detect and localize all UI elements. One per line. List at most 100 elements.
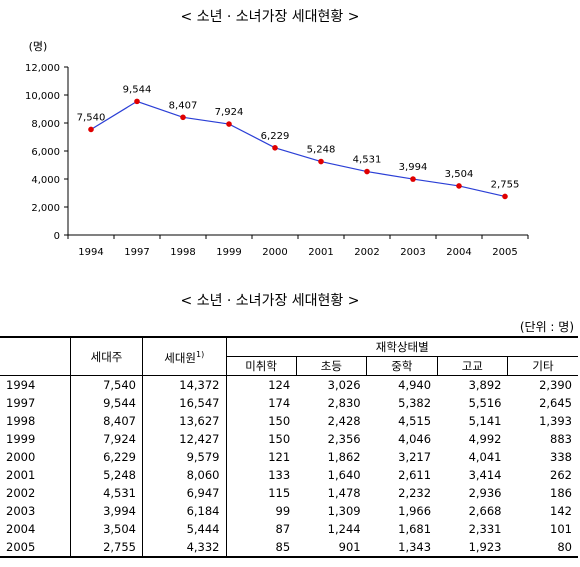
row-year-cell: 2003	[6, 504, 36, 518]
data-label: 4,531	[353, 155, 382, 166]
school-status-subheader: 중학	[366, 356, 438, 376]
row-year-cell: 1997	[6, 396, 36, 410]
table-row: 1999 7,924 12,427 150 2,356 4,046 4,992 883	[0, 430, 578, 448]
row-year-cell: 1999	[6, 432, 36, 446]
table-cell: 1,640	[327, 468, 361, 482]
table-cell: 1,478	[327, 486, 361, 500]
table-cell: 5,141	[468, 414, 502, 428]
table-cell: 16,547	[142, 394, 226, 412]
row-year-cell: 2004	[6, 522, 36, 536]
data-point	[364, 168, 370, 175]
sub-header-row: 미취학 초등 중학 고교 기타	[0, 356, 578, 376]
table-cell: 7,924	[69, 430, 143, 448]
table-cell: 901	[296, 538, 367, 558]
table-cell: 2,428	[327, 414, 361, 428]
table-cell: 4,046	[398, 432, 432, 446]
data-point	[410, 176, 416, 182]
table-cell: 7,540	[69, 375, 143, 394]
table-cell: 2,331	[468, 522, 502, 536]
table-cell: 8,060	[142, 466, 226, 484]
x-tick-label: 1998	[170, 247, 195, 258]
table-cell: 4,992	[468, 432, 502, 446]
table-row: 2000 6,229 9,579 121 1,862 3,217 4,041 338	[0, 448, 578, 466]
data-label: 8,407	[169, 100, 198, 111]
table-cell: 6,229	[69, 448, 143, 466]
row-year-cell: 1998	[6, 414, 36, 428]
table-cell: 85	[225, 538, 297, 558]
y-axis-unit-label: (명)	[29, 40, 48, 53]
table-cell: 4,515	[398, 414, 432, 428]
table-row: 1994 7,540 14,372 124 3,026 4,940 3,892 2,390	[0, 375, 578, 394]
table-cell: 3,892	[468, 378, 502, 392]
table-cell: 4,041	[468, 450, 502, 464]
x-tick-label: 1999	[216, 247, 241, 258]
x-tick-label: 2001	[308, 247, 333, 258]
data-label: 7,540	[77, 112, 106, 123]
table-cell: 3,994	[69, 502, 143, 520]
school-status-subheader: 미취학	[225, 356, 297, 376]
chart-title: < 소년 · 소녀가장 세대현황 >	[180, 9, 360, 25]
table-cell: 186	[550, 486, 572, 500]
x-ticks: 1994 1997 1998 1999 2000 2001 2002 2003 2004 2005	[67, 235, 529, 258]
table-cell: 174	[225, 394, 297, 412]
table-cell: 2,390	[539, 378, 572, 392]
table-cell: 9,544	[69, 394, 143, 412]
household-members-header: 세대원1)	[142, 336, 226, 376]
table-cell: 2,356	[327, 432, 361, 446]
table-cell: 2,936	[468, 486, 502, 500]
y-ticks: 0 2,000 4,000 6,000 8,000 10,000 12,000	[25, 63, 68, 242]
table-row: 2004 3,504 5,444 87 1,244 1,681 2,331 101	[0, 520, 578, 538]
row-year-cell: 2000	[6, 450, 36, 464]
table-cell: 150	[225, 430, 297, 448]
row-year-cell: 2002	[6, 486, 36, 500]
table-cell: 338	[550, 450, 572, 464]
data-label: 7,924	[215, 107, 244, 118]
table-cell: 4,940	[398, 378, 432, 392]
table-cell: 8,407	[69, 412, 143, 430]
x-tick-label: 2002	[354, 247, 379, 258]
table-cell: 6,947	[142, 484, 226, 502]
table-cell: 3,217	[398, 450, 432, 464]
data-label: 5,248	[307, 145, 336, 156]
data-label: 3,504	[445, 169, 474, 180]
table-cell: 5,444	[142, 520, 226, 538]
table-cell: 133	[225, 466, 297, 484]
x-tick-label: 2004	[446, 247, 471, 258]
table-cell: 1,966	[398, 504, 432, 518]
table-row: 2001 5,248 8,060 133 1,640 2,611 3,414 262	[0, 466, 578, 484]
table-cell: 150	[225, 412, 297, 430]
table-cell: 115	[225, 484, 297, 502]
data-label: 6,229	[261, 131, 290, 142]
table-cell: 9,579	[142, 448, 226, 466]
table-cell: 2,645	[539, 396, 572, 410]
line-chart: (명) 0 2,000 4,000 6,000 8,000 10,000 12,000 19…	[25, 40, 529, 258]
data-label: 3,994	[399, 162, 428, 173]
school-status-subheader: 초등	[295, 356, 367, 376]
unit-note: (단위 : 명)	[519, 320, 574, 334]
row-year-cell: 1994	[6, 378, 36, 392]
table-cell: 1,862	[327, 450, 361, 464]
school-status-subheader: 고교	[436, 356, 508, 376]
table-cell: 1,309	[327, 504, 361, 518]
table-title: < 소년 · 소녀가장 세대현황 >	[180, 293, 360, 309]
y-tick-label: 12,000	[25, 63, 60, 74]
table-cell: 2,611	[398, 468, 432, 482]
data-point	[318, 158, 324, 165]
data-labels: 7,540 9,544 8,407 7,924 6,229 5,248 4,531 3,994…	[77, 84, 520, 190]
table-cell: 5,516	[468, 396, 502, 410]
data-table: 세대주 세대원1) 재학상태별 미취학 초등 중학 고교 기타 1994 7,540 14,…	[0, 336, 578, 558]
data-point	[226, 121, 232, 127]
table-cell: 121	[225, 448, 297, 466]
table-cell: 80	[507, 538, 578, 558]
data-point	[456, 183, 462, 189]
table-cell: 3,504	[69, 520, 143, 538]
series-line	[90, 100, 506, 198]
footnote-mark: 1)	[196, 350, 205, 360]
table-cell: 1,681	[398, 522, 432, 536]
row-year-cell: 2001	[6, 468, 36, 482]
table-cell: 262	[550, 468, 572, 482]
data-point	[88, 126, 94, 133]
table-cell: 2,755	[69, 538, 143, 558]
row-year-cell: 2005	[0, 538, 71, 558]
table-row: 1997 9,544 16,547 174 2,830 5,382 5,516 2,645	[0, 394, 578, 412]
